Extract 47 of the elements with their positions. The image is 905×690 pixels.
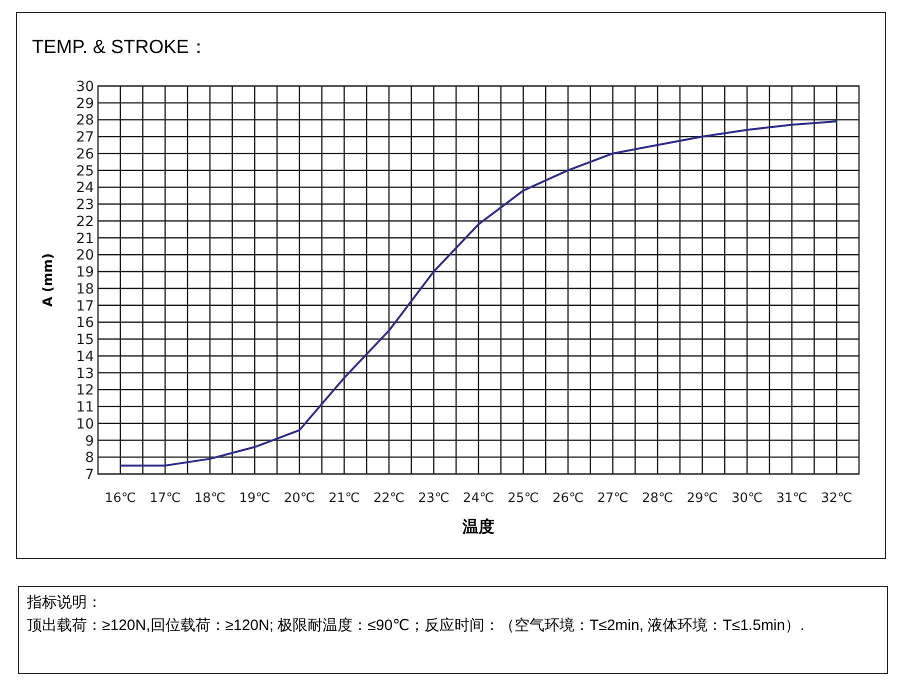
y-tick-label: 7 [85,467,94,483]
x-tick-label: 16℃ [104,491,136,506]
y-tick-label: 24 [76,180,94,196]
x-tick-label: 19℃ [239,491,270,506]
x-tick-label: 22℃ [373,491,405,506]
y-tick-label: 30 [76,79,94,95]
x-tick-label: 18℃ [194,491,226,506]
y-tick-label: 27 [76,130,94,146]
text: 顶出载荷：≥120N,回位载荷：≥120N; 极限耐温度：≤90℃；反应时间：（空气环境：T≤2min, 液体环境：T≤1.5min）. [27,616,806,636]
x-tick-label: 20℃ [284,491,316,506]
y-tick-label: 29 [76,96,94,112]
text: 指标说明： [27,593,103,613]
y-tick-label: 9 [85,433,94,450]
x-axis-title: 温度 [462,517,494,536]
y-tick-label: 19 [76,264,94,281]
x-tick-label: 21℃ [328,491,360,506]
y-tick-label: 28 [76,112,94,129]
x-tick-label: 17℃ [150,491,181,506]
y-tick-label: 25 [76,163,94,180]
x-tick-label: 30℃ [732,491,763,506]
y-axis-title: A (mm) [41,253,56,307]
x-tick-label: 31℃ [776,491,808,506]
x-tick-label: 32℃ [821,491,852,506]
x-tick-label: 23℃ [418,491,450,506]
x-tick-label: 29℃ [686,491,718,506]
x-tick-label: 26℃ [552,491,584,506]
y-tick-label: 23 [76,197,94,214]
line-series [119,120,838,467]
y-tick-label: 17 [76,298,94,314]
y-tick-label: 26 [76,146,94,162]
x-tick-label: 25℃ [508,491,539,506]
y-tick-label: 20 [76,248,94,264]
y-tick-label: 21 [76,230,94,247]
x-tick-label: 27℃ [597,491,628,506]
chart-title: TEMP. & STROKE： [32,36,208,60]
y-tick-label: 11 [76,400,94,416]
y-tick-label: 15 [76,332,94,348]
y-tick-label: 13 [76,366,94,382]
y-tick-label: 14 [76,348,94,365]
y-tick-label: 8 [85,450,94,466]
y-tick-label: 10 [76,416,94,432]
x-tick-label: 28℃ [642,491,674,506]
y-tick-label: 22 [76,214,94,230]
y-tick-label: 18 [76,281,94,298]
y-tick-label: 16 [76,315,94,332]
x-tick-label: 24℃ [462,491,494,506]
y-tick-label: 12 [76,382,94,399]
